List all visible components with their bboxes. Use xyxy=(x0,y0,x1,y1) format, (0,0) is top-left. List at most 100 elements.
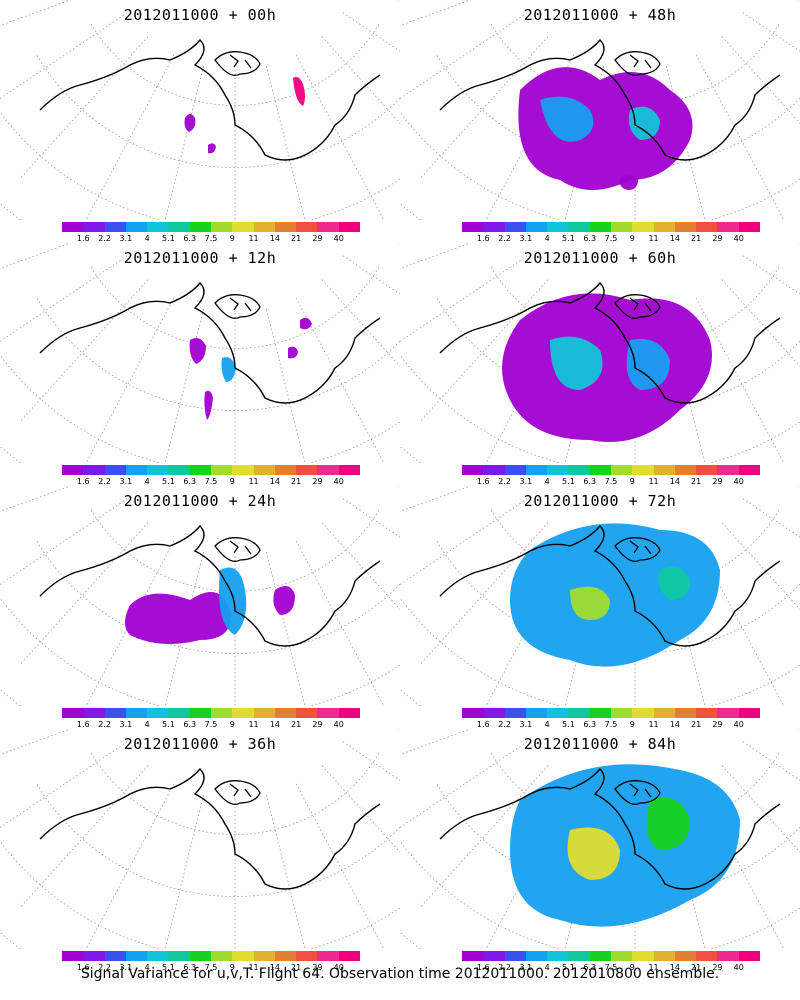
colorbar-segment xyxy=(83,222,105,232)
colorbar-segment xyxy=(738,222,760,232)
colorbar-tick-label: 4 xyxy=(144,477,150,486)
figure-caption: Signal Variance for u,v,T. Flight 64. Ob… xyxy=(80,966,720,982)
colorbar-tick-label: 7.5 xyxy=(604,720,618,729)
graticule-meridian xyxy=(342,741,400,781)
colorbar-tick-label: 40 xyxy=(333,477,344,486)
colorbar-segment xyxy=(274,951,297,961)
colorbar-tick-label: 11 xyxy=(648,234,659,243)
map-panel: 2012011000 + 00h 1.6 2.2 3.1 4 5.1 6.3 7.5 9 11 14… xyxy=(0,0,400,243)
variance-field xyxy=(125,592,231,644)
colorbar-segment xyxy=(632,222,654,232)
colorbar-segment xyxy=(62,222,84,232)
colorbar-tick-label: 1.6 xyxy=(76,720,90,729)
graticule-arc xyxy=(90,266,380,349)
graticule-arc xyxy=(436,541,800,654)
colorbar-tick-label: 7.5 xyxy=(604,477,618,486)
colorbar-tick-label: 6.3 xyxy=(183,234,197,243)
colorbar-segment xyxy=(168,951,190,961)
colorbar-tick-label: 3.1 xyxy=(519,234,533,243)
variance-field xyxy=(646,797,690,850)
variance-field xyxy=(510,764,740,927)
colorbar-tick-label: 11 xyxy=(648,720,659,729)
graticule-meridian xyxy=(266,552,306,706)
colorbar-tick-label: 3.1 xyxy=(119,477,133,486)
map-panel: 2012011000 + 48h 1.6 2.2 3.1 4 5.1 6.3 7.5 9 11 14… xyxy=(400,0,800,243)
colorbar-tick-label: 5.1 xyxy=(562,963,575,972)
colorbar xyxy=(462,708,760,718)
variance-field xyxy=(570,586,610,620)
colorbar-segment xyxy=(338,951,360,961)
graticule-meridian xyxy=(0,243,72,269)
graticule-meridian xyxy=(20,279,149,422)
colorbar-segment xyxy=(104,951,126,961)
variance-field xyxy=(518,67,693,190)
colorbar-segment xyxy=(525,222,548,232)
colorbar-segment xyxy=(738,951,760,961)
arctic-islands xyxy=(614,294,661,320)
graticule-meridian xyxy=(20,36,149,179)
variance-field xyxy=(204,390,213,420)
colorbar-segment xyxy=(483,465,505,475)
colorbar-tick-label: 21 xyxy=(691,234,702,243)
colorbar-segment xyxy=(504,951,526,961)
panel-title: 2012011000 + 00h xyxy=(123,6,277,24)
colorbar-segment xyxy=(274,222,297,232)
colorbar-labels: 1.6 2.2 3.1 4 5.1 6.3 7.5 9 11 14 21 29 40 xyxy=(62,720,360,730)
colorbar-tick-label: 2.2 xyxy=(498,720,511,729)
graticule-arc xyxy=(36,55,400,168)
colorbar-tick-label: 7.5 xyxy=(204,720,218,729)
colorbar-tick-label: 29 xyxy=(712,720,723,729)
arctic-islands xyxy=(214,294,261,320)
colorbar-segment xyxy=(674,465,697,475)
map-sector xyxy=(400,486,800,706)
variance-field xyxy=(293,76,305,106)
colorbar-tick-label: 11 xyxy=(248,720,259,729)
graticule-meridian xyxy=(742,12,800,52)
colorbar-tick-label: 3.1 xyxy=(519,720,533,729)
graticule-meridian xyxy=(742,498,800,538)
colorbar-tick-label: 6.3 xyxy=(583,963,597,972)
map-sector xyxy=(0,0,400,220)
graticule-meridian xyxy=(0,255,128,342)
colorbar-tick-label: 29 xyxy=(312,234,323,243)
colorbar-segment xyxy=(547,222,569,232)
colorbar-tick-label: 21 xyxy=(291,234,302,243)
colorbar-segment xyxy=(462,465,484,475)
graticule-arc xyxy=(0,840,400,949)
graticule-arc xyxy=(0,688,22,706)
colorbar-tick-label: 4 xyxy=(144,234,150,243)
map-sector xyxy=(400,729,800,949)
colorbar-segment xyxy=(317,465,339,475)
colorbar-tick-label: 40 xyxy=(333,963,344,972)
colorbar-tick-label: 1.6 xyxy=(476,963,490,972)
colorbar-segment xyxy=(253,708,275,718)
graticule-meridian xyxy=(295,540,385,706)
colorbar-tick-label: 6.3 xyxy=(183,477,197,486)
colorbar-segment xyxy=(104,222,126,232)
colorbar-segment xyxy=(125,222,148,232)
colorbar-segment xyxy=(274,708,297,718)
graticule-meridian xyxy=(400,486,472,512)
colorbar-tick-label: 14 xyxy=(269,477,280,486)
colorbar-tick-label: 14 xyxy=(269,720,280,729)
colorbar-labels: 1.6 2.2 3.1 4 5.1 6.3 7.5 9 11 14 21 29 40 xyxy=(462,234,760,244)
colorbar-tick-label: 9 xyxy=(629,720,635,729)
panel-title: 2012011000 + 72h xyxy=(523,492,677,510)
colorbar-segment xyxy=(83,708,105,718)
colorbar-segment xyxy=(653,465,675,475)
colorbar-segment xyxy=(717,465,739,475)
colorbar-segment xyxy=(338,465,360,475)
colorbar-segment xyxy=(62,708,84,718)
colorbar-tick-label: 14 xyxy=(269,963,280,972)
graticule-meridian xyxy=(164,66,204,220)
colorbar-tick-label: 40 xyxy=(333,720,344,729)
colorbar-tick-label: 9 xyxy=(229,477,235,486)
graticule-meridian xyxy=(400,498,528,585)
colorbar-segment xyxy=(525,465,548,475)
colorbar-segment xyxy=(317,222,339,232)
graticule-meridian xyxy=(20,765,149,908)
colorbar-segment xyxy=(147,708,169,718)
colorbar-segment xyxy=(232,222,254,232)
colorbar-tick-label: 11 xyxy=(648,963,659,972)
colorbar-tick-label: 11 xyxy=(248,234,259,243)
